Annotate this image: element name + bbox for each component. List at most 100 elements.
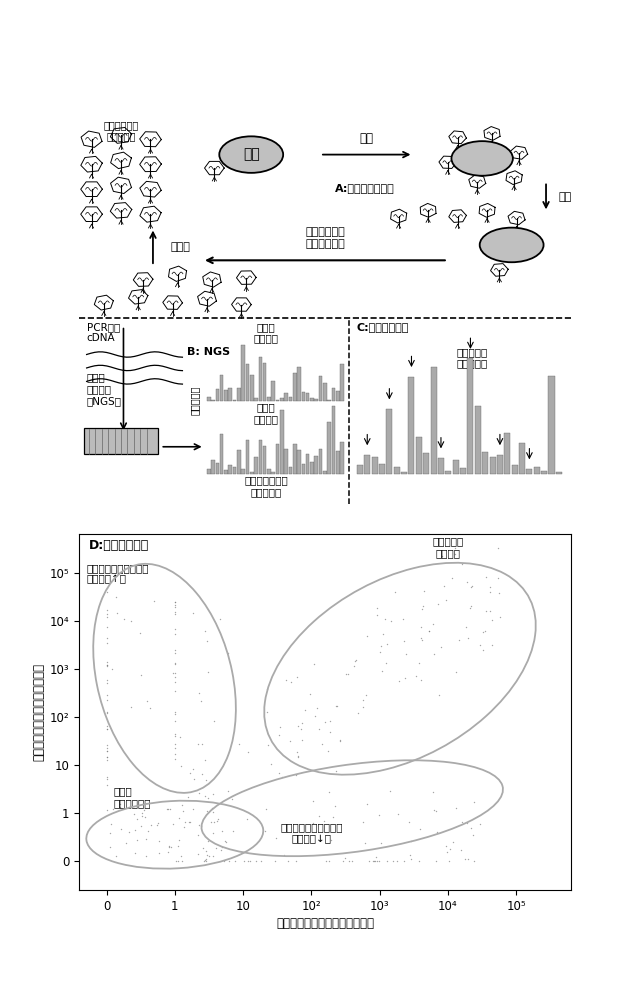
Point: [170, 704, 180, 720]
Bar: [246, 440, 249, 474]
Point: [380, 655, 391, 671]
Point: [319, 813, 329, 829]
Point: [197, 693, 207, 709]
Point: [430, 853, 441, 869]
Point: [285, 733, 295, 749]
Polygon shape: [391, 209, 406, 223]
Point: [119, 611, 129, 627]
Point: [296, 721, 306, 737]
Point: [202, 633, 212, 649]
Point: [145, 700, 155, 716]
Point: [324, 853, 334, 869]
Point: [170, 736, 180, 752]
Point: [442, 844, 452, 860]
Point: [197, 736, 207, 752]
Point: [456, 842, 466, 858]
Point: [226, 791, 236, 807]
Bar: [246, 364, 249, 401]
Text: 非配体
（低结合力）: 非配体 （低结合力）: [113, 787, 151, 808]
Point: [325, 713, 335, 729]
Point: [165, 839, 176, 855]
Point: [179, 819, 190, 835]
Point: [485, 603, 495, 619]
Point: [201, 853, 211, 869]
Point: [463, 630, 473, 646]
Point: [480, 623, 490, 639]
Point: [163, 844, 173, 860]
Point: [101, 635, 112, 651]
Point: [170, 594, 180, 610]
Polygon shape: [205, 161, 224, 175]
Point: [153, 815, 163, 831]
Point: [101, 602, 112, 618]
Bar: [250, 472, 254, 474]
Point: [101, 718, 112, 734]
Bar: [288, 397, 292, 401]
Point: [170, 751, 180, 767]
Point: [211, 840, 221, 856]
Bar: [430, 367, 437, 474]
Polygon shape: [110, 177, 131, 194]
Polygon shape: [169, 266, 186, 281]
Point: [310, 708, 320, 724]
Polygon shape: [231, 298, 251, 311]
Point: [101, 692, 112, 708]
Point: [204, 664, 214, 680]
Point: [209, 814, 219, 830]
Point: [446, 570, 456, 586]
Point: [275, 719, 285, 735]
Point: [406, 833, 416, 849]
Point: [375, 644, 385, 660]
Point: [332, 698, 342, 714]
Point: [183, 789, 193, 805]
Bar: [332, 406, 335, 474]
Point: [321, 853, 331, 869]
Point: [230, 853, 240, 869]
Point: [385, 783, 395, 799]
Bar: [526, 469, 533, 474]
Bar: [504, 433, 510, 474]
Point: [170, 683, 180, 699]
Point: [200, 772, 210, 788]
Point: [101, 658, 112, 674]
Bar: [224, 390, 228, 401]
Polygon shape: [94, 295, 113, 310]
Point: [493, 570, 503, 586]
Point: [170, 645, 180, 661]
Bar: [482, 452, 488, 474]
Point: [389, 853, 399, 869]
Point: [376, 638, 386, 654]
Point: [460, 851, 470, 867]
Point: [429, 616, 439, 632]
Point: [325, 724, 335, 740]
Point: [202, 847, 212, 863]
Bar: [211, 460, 215, 474]
Point: [494, 585, 504, 601]
Point: [478, 624, 488, 640]
Point: [152, 817, 162, 833]
Point: [261, 823, 271, 839]
Point: [278, 847, 288, 863]
Bar: [541, 471, 547, 474]
Point: [338, 853, 348, 869]
Bar: [497, 455, 503, 474]
Point: [135, 625, 145, 641]
Point: [462, 815, 472, 831]
Point: [469, 853, 479, 869]
Bar: [319, 376, 322, 401]
Point: [368, 853, 378, 869]
Point: [305, 686, 315, 702]
Point: [129, 806, 139, 822]
Point: [275, 765, 285, 781]
Point: [451, 800, 461, 816]
Polygon shape: [449, 131, 467, 144]
Bar: [460, 468, 466, 474]
Point: [242, 811, 252, 827]
Point: [203, 790, 213, 806]
Point: [344, 853, 354, 869]
Point: [170, 706, 180, 722]
Point: [495, 609, 505, 625]
Text: 结合: 结合: [359, 132, 373, 145]
Point: [136, 667, 146, 683]
Point: [456, 814, 467, 830]
